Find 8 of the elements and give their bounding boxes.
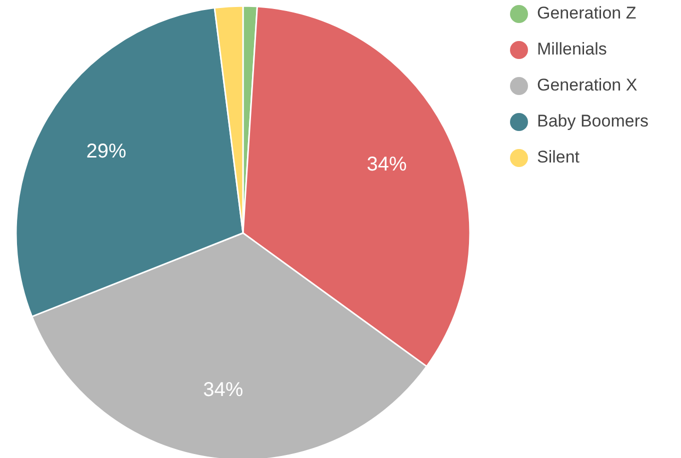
legend-label: Generation X [537,75,638,94]
legend-label: Baby Boomers [537,111,648,130]
data-label: 29% [86,140,126,162]
legend-label: Generation Z [537,3,636,22]
data-label: 34% [366,154,408,176]
legend-label: Millenials [537,39,607,58]
legend-label: Silent [537,147,580,166]
data-label: 34% [203,378,244,401]
